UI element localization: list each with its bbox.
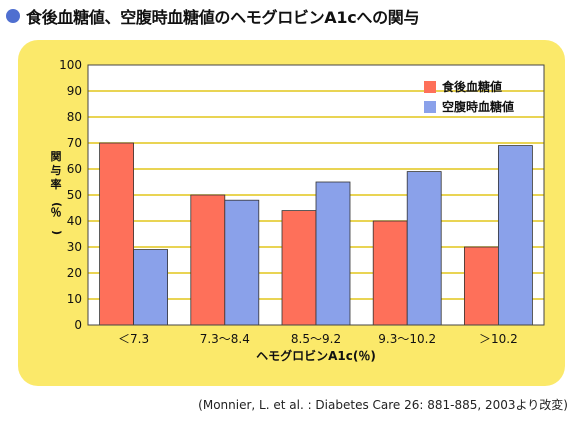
source-citation: (Monnier, L. et al. : Diabetes Care 26: …: [198, 398, 568, 412]
bar-postprandial: [463, 246, 499, 326]
bar-fasting: [497, 145, 533, 326]
x-tick-labels: ＜7.3 7.3～8.4 8.5～9.2 9.3～10.2 ＞10.2: [118, 332, 518, 346]
y-tick-label: 70: [67, 136, 82, 150]
bars: [87, 64, 545, 326]
y-tick-label: 50: [67, 188, 82, 202]
legend-label: 空腹時血糖値: [442, 99, 514, 114]
bar-postprandial: [190, 194, 226, 326]
y-tick-label: 100: [59, 58, 82, 72]
legend-label: 食後血糖値: [441, 79, 502, 94]
y-tick-label: 40: [67, 214, 82, 228]
y-tick-label: 80: [67, 110, 82, 124]
x-axis-label: ヘモグロビンA1c(％): [256, 348, 376, 363]
y-tick-label: 60: [67, 162, 82, 176]
x-tick-label: 8.5～9.2: [291, 332, 341, 346]
bar-fasting: [406, 171, 442, 326]
y-tick-label: 20: [67, 266, 82, 280]
x-tick-label: ＜7.3: [118, 332, 149, 346]
bar-fasting: [224, 199, 260, 326]
x-tick-label: 9.3～10.2: [378, 332, 436, 346]
bar-postprandial: [99, 142, 134, 326]
legend-swatch: [424, 101, 436, 113]
legend-swatch: [424, 81, 436, 93]
y-tick-label: 10: [67, 292, 82, 306]
bar-fasting: [133, 249, 169, 326]
y-tick-label: 30: [67, 240, 82, 254]
x-tick-label: ＞10.2: [479, 332, 518, 346]
y-axis-label: 関与率(％): [50, 150, 63, 235]
plot-frame: [87, 64, 545, 326]
y-tick-labels: 0 10 20 30 40 50 60 70 80 90 100: [59, 58, 82, 332]
y-tick-label: 90: [67, 84, 82, 98]
x-tick-label: 7.3～8.4: [200, 332, 250, 346]
bullet-icon: [6, 9, 20, 23]
bar-postprandial: [281, 210, 317, 326]
chart-heading: 食後血糖値、空腹時血糖値のヘモグロビンA1cへの関与: [6, 4, 420, 28]
bar-fasting: [315, 181, 351, 326]
bar-postprandial: [372, 220, 408, 326]
y-tick-label: 0: [74, 318, 82, 332]
heading-text: 食後血糖値、空腹時血糖値のヘモグロビンA1cへの関与: [26, 8, 420, 27]
